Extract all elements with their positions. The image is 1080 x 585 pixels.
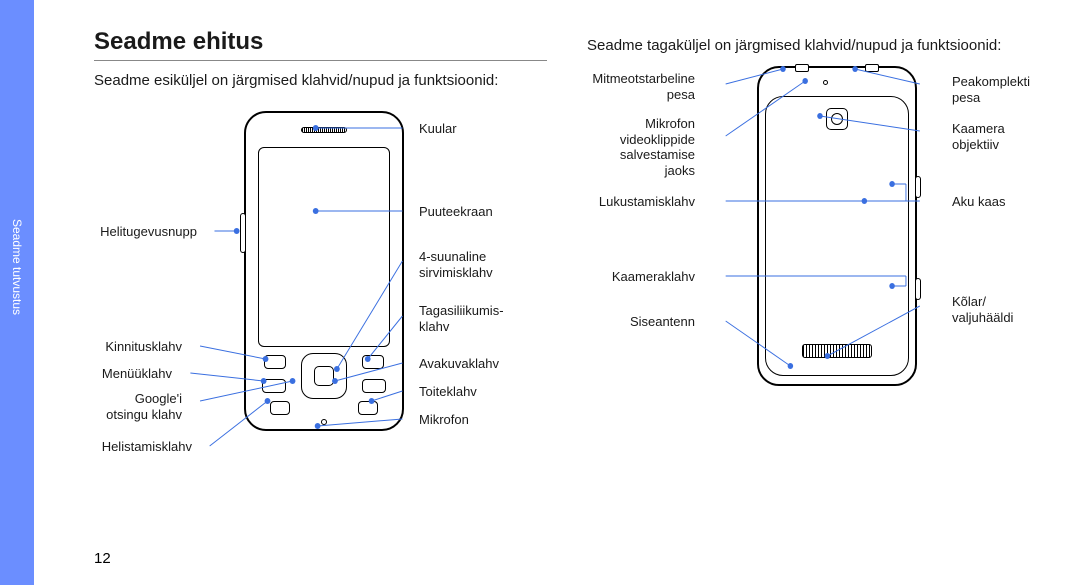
label-aku: Aku kaas: [952, 194, 1005, 210]
label-kaamera: Kaamera objektiiv: [952, 121, 1005, 152]
label-siseantenn: Siseantenn: [630, 314, 695, 330]
front-column: Seadme ehitus Seadme esiküljel on järgmi…: [94, 28, 547, 565]
side-tab-label: Seadme tutvustus: [10, 219, 24, 315]
label-kolar: Kõlar/ valjuhääldi: [952, 294, 1013, 325]
label-puuteekraan: Puuteekraan: [419, 204, 493, 220]
label-tagasi: Tagasiliikumis- klahv: [419, 303, 504, 334]
page-number: 12: [94, 550, 111, 567]
front-intro: Seadme esiküljel on järgmised klahvid/nu…: [94, 71, 547, 91]
btn-mid-right-icon: [362, 379, 386, 393]
label-helistamis: Helistamisklahv: [102, 439, 192, 455]
label-mikrofon-front: Mikrofon: [419, 412, 469, 428]
front-diagram: Kuular Puuteekraan 4-suunaline sirvimisk…: [94, 101, 547, 481]
page-heading: Seadme ehitus: [94, 28, 547, 61]
back-column: Seadme tagaküljel on järgmised klahvid/n…: [587, 28, 1040, 565]
label-mitme: Mitmeotstarbeline pesa: [592, 71, 695, 102]
label-menuu: Menüüklahv: [102, 366, 172, 382]
earpiece-icon: [301, 127, 347, 133]
label-peakomplekt: Peakomplekti pesa: [952, 74, 1030, 105]
label-4suunaline: 4-suunaline sirvimisklahv: [419, 249, 493, 280]
btn-top-right-icon: [362, 355, 384, 369]
camera-lens-icon: [826, 108, 848, 130]
label-avakuva: Avakuvaklahv: [419, 356, 499, 372]
phone-front-outline: [244, 111, 404, 431]
mic-hole-icon: [321, 419, 327, 425]
label-lukk: Lukustamisklahv: [599, 194, 695, 210]
label-kaameraklahv: Kaameraklahv: [612, 269, 695, 285]
back-cover-icon: [765, 96, 909, 376]
btn-bot-left-icon: [270, 401, 290, 415]
label-mikrofon-back: Mikrofon videoklippide salvestamise jaok…: [587, 116, 695, 178]
jack-right-icon: [865, 64, 879, 72]
dpad-icon: [301, 353, 347, 399]
page-content: Seadme ehitus Seadme esiküljel on järgmi…: [34, 0, 1080, 585]
volume-rocker-icon: [240, 213, 246, 253]
mic-hole-back-icon: [823, 80, 828, 85]
btn-mid-left-icon: [262, 379, 286, 393]
camera-key-icon: [915, 278, 921, 300]
label-google: Google'i otsingu klahv: [106, 391, 182, 422]
jack-left-icon: [795, 64, 809, 72]
label-kinnitus: Kinnitusklahv: [105, 339, 182, 355]
label-toide: Toiteklahv: [419, 384, 477, 400]
btn-bot-right-icon: [358, 401, 378, 415]
back-intro: Seadme tagaküljel on järgmised klahvid/n…: [587, 36, 1040, 56]
label-kuular: Kuular: [419, 121, 457, 137]
label-helitugevus: Helitugevusnupp: [100, 224, 197, 240]
btn-top-left-icon: [264, 355, 286, 369]
back-diagram: Mitmeotstarbeline pesa Mikrofon videokli…: [587, 66, 1040, 446]
side-tab: Seadme tutvustus: [0, 0, 34, 585]
lock-key-icon: [915, 176, 921, 198]
screen-icon: [258, 147, 390, 347]
phone-back-outline: [757, 66, 917, 386]
speaker-grille-icon: [802, 344, 872, 358]
